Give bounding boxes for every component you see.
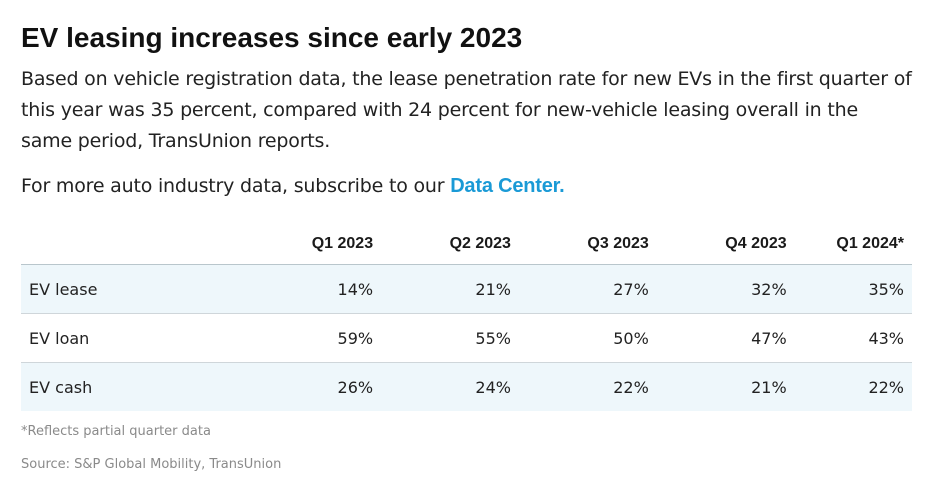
row-label: EV cash	[21, 362, 244, 411]
table-row: EV cash 26% 24% 22% 21% 22%	[21, 362, 912, 411]
column-header: Q2 2023	[449, 235, 511, 252]
table-cell: 14%	[243, 264, 382, 314]
subscribe-text: For more auto industry data, subscribe t…	[21, 175, 451, 197]
table-cell: 27%	[518, 264, 657, 314]
table-cell: 55%	[381, 313, 519, 363]
table-cell: 47%	[656, 313, 795, 363]
column-header: Q1 2023	[311, 235, 374, 252]
table-row: EV lease 14% 21% 27% 32% 35%	[21, 264, 912, 314]
table-cell: 26%	[243, 362, 382, 411]
column-header: Q3 2023	[587, 235, 649, 252]
table-cell: 43%	[794, 313, 912, 363]
data-center-link[interactable]: Data Center.	[450, 175, 565, 197]
footnote: *Reflects partial quarter data	[21, 424, 211, 439]
table-cell: 21%	[381, 264, 519, 314]
data-table: Q1 2023 Q2 2023 Q3 2023 Q4 2023 Q1 2024*…	[21, 224, 912, 411]
table-cell: 35%	[794, 264, 912, 314]
table-cell: 21%	[656, 362, 795, 411]
table-cell: 24%	[381, 362, 519, 411]
subscribe-callout: For more auto industry data, subscribe t…	[21, 171, 912, 202]
table-cell: 22%	[794, 362, 912, 411]
column-header: Q4 2023	[725, 235, 787, 252]
table-cell: 50%	[518, 313, 657, 363]
table-cell: 32%	[656, 264, 795, 314]
source-note: Source: S&P Global Mobility, TransUnion	[21, 457, 282, 472]
column-header	[21, 224, 243, 265]
row-label: EV loan	[21, 313, 244, 363]
row-label: EV lease	[21, 264, 244, 314]
table-row: EV loan 59% 55% 50% 47% 43%	[21, 313, 912, 363]
table-cell: 59%	[243, 313, 382, 363]
chart-title: EV leasing increases since early 2023	[21, 22, 523, 53]
table-header-row: Q1 2023 Q2 2023 Q3 2023 Q4 2023 Q1 2024*	[21, 224, 912, 265]
column-header: Q1 2024*	[836, 235, 904, 252]
chart-subtitle: Based on vehicle registration data, the …	[21, 68, 912, 152]
chart-container: EV leasing increases since early 2023 Ba…	[21, 18, 912, 411]
table-cell: 22%	[518, 362, 657, 411]
